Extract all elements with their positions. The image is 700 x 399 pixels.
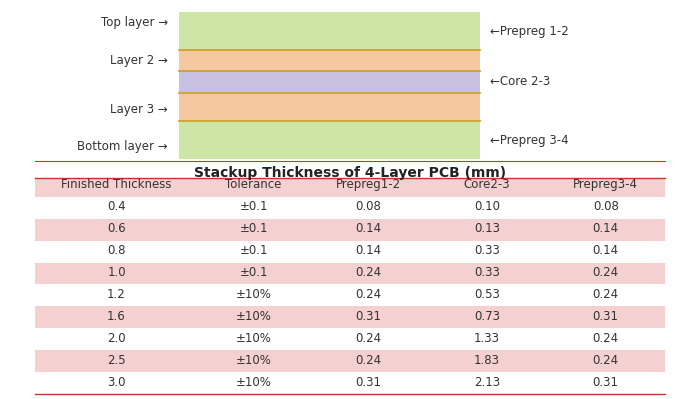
Text: 0.14: 0.14 xyxy=(593,222,619,235)
Bar xyxy=(35,350,665,372)
Text: ±0.1: ±0.1 xyxy=(239,222,268,235)
Text: 0.14: 0.14 xyxy=(356,222,382,235)
Text: Finished Thickness: Finished Thickness xyxy=(62,178,172,191)
Text: 0.14: 0.14 xyxy=(356,244,382,257)
Text: 0.4: 0.4 xyxy=(107,200,126,213)
Text: 0.24: 0.24 xyxy=(356,266,382,279)
Text: 3.0: 3.0 xyxy=(107,375,126,389)
Text: ±10%: ±10% xyxy=(236,288,272,301)
Bar xyxy=(35,263,665,284)
Text: ←Prepreg 3-4: ←Prepreg 3-4 xyxy=(490,134,568,147)
Text: ±0.1: ±0.1 xyxy=(239,266,268,279)
Text: 1.33: 1.33 xyxy=(474,332,500,345)
Text: 2.13: 2.13 xyxy=(474,375,500,389)
Text: ←Core 2-3: ←Core 2-3 xyxy=(490,75,550,89)
Text: ±10%: ±10% xyxy=(236,375,272,389)
Text: 0.31: 0.31 xyxy=(356,310,382,323)
Text: 0.6: 0.6 xyxy=(107,222,126,235)
Text: 0.24: 0.24 xyxy=(593,354,619,367)
Text: Bottom layer →: Bottom layer → xyxy=(78,140,168,153)
Text: Prepreg3-4: Prepreg3-4 xyxy=(573,178,638,191)
Text: Layer 3 →: Layer 3 → xyxy=(111,103,168,117)
Text: 0.73: 0.73 xyxy=(474,310,500,323)
Text: ±10%: ±10% xyxy=(236,310,272,323)
Text: Tolerance: Tolerance xyxy=(225,178,282,191)
Bar xyxy=(35,178,665,197)
Bar xyxy=(178,12,480,50)
Text: 0.13: 0.13 xyxy=(474,222,500,235)
Text: ±10%: ±10% xyxy=(236,332,272,345)
Text: 0.24: 0.24 xyxy=(593,332,619,345)
Text: Stackup Thickness of 4-Layer PCB (mm): Stackup Thickness of 4-Layer PCB (mm) xyxy=(194,166,506,180)
Bar xyxy=(35,306,665,328)
Text: 0.08: 0.08 xyxy=(593,200,619,213)
Text: ±0.1: ±0.1 xyxy=(239,200,268,213)
Text: 0.24: 0.24 xyxy=(593,288,619,301)
Text: 0.24: 0.24 xyxy=(593,266,619,279)
Text: 1.6: 1.6 xyxy=(107,310,126,323)
Text: 0.31: 0.31 xyxy=(356,375,382,389)
Text: 1.83: 1.83 xyxy=(474,354,500,367)
Text: 0.31: 0.31 xyxy=(593,375,619,389)
Text: Prepreg1-2: Prepreg1-2 xyxy=(336,178,401,191)
Text: 0.53: 0.53 xyxy=(474,288,500,301)
Text: 0.24: 0.24 xyxy=(356,288,382,301)
Text: 1.2: 1.2 xyxy=(107,288,126,301)
Text: 0.24: 0.24 xyxy=(356,332,382,345)
Bar xyxy=(178,71,480,93)
Text: 0.10: 0.10 xyxy=(474,200,500,213)
Text: Core2-3: Core2-3 xyxy=(464,178,510,191)
Text: 0.8: 0.8 xyxy=(107,244,126,257)
Text: 2.0: 2.0 xyxy=(107,332,126,345)
Bar xyxy=(178,121,480,160)
Text: ±10%: ±10% xyxy=(236,354,272,367)
Text: 2.5: 2.5 xyxy=(107,354,126,367)
Text: Top layer →: Top layer → xyxy=(101,16,168,30)
Text: 0.31: 0.31 xyxy=(593,310,619,323)
Text: 0.08: 0.08 xyxy=(356,200,382,213)
Bar xyxy=(35,219,665,241)
Text: 1.0: 1.0 xyxy=(107,266,126,279)
Text: 0.24: 0.24 xyxy=(356,354,382,367)
Text: ±0.1: ±0.1 xyxy=(239,244,268,257)
Text: 0.14: 0.14 xyxy=(593,244,619,257)
Text: Layer 2 →: Layer 2 → xyxy=(110,54,168,67)
Text: ←Prepreg 1-2: ←Prepreg 1-2 xyxy=(490,25,568,38)
Text: 0.33: 0.33 xyxy=(474,266,500,279)
Text: 0.33: 0.33 xyxy=(474,244,500,257)
Bar xyxy=(178,12,480,160)
